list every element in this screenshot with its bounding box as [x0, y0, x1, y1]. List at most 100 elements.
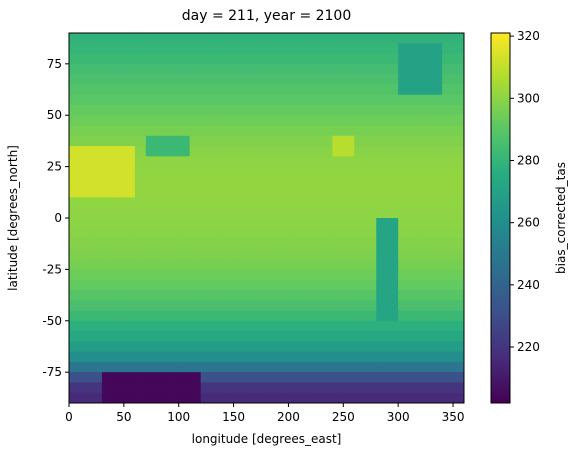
heatmap-cell [90, 361, 103, 373]
heatmap-cell [69, 351, 81, 363]
heatmap-cell [442, 382, 454, 394]
heatmap-cell [156, 53, 169, 65]
heatmap-cell [387, 331, 399, 342]
heatmap-cell [288, 63, 300, 75]
heatmap-cell [266, 74, 278, 85]
heatmap-cell [101, 269, 114, 281]
heatmap-cell [277, 382, 289, 394]
heatmap-cell [167, 135, 180, 147]
heatmap-cell [79, 104, 92, 116]
heatmap-cell [288, 218, 300, 229]
heatmap-cell [79, 320, 92, 332]
heatmap-cell [145, 351, 158, 363]
heatmap-cell [321, 74, 333, 85]
heatmap-cell [310, 115, 322, 126]
heatmap-cell [398, 269, 410, 281]
heatmap-cell [420, 341, 432, 353]
heatmap-cell [343, 166, 355, 178]
heatmap-cell [442, 279, 454, 291]
heatmap-cell [145, 269, 158, 281]
heatmap-cell [376, 135, 388, 147]
heatmap-cell [178, 43, 191, 55]
heatmap-cell [178, 238, 191, 250]
heatmap-cell [222, 104, 235, 116]
heatmap-cell [112, 269, 125, 281]
heatmap-cell [123, 176, 136, 188]
heatmap-cell [431, 331, 443, 342]
heatmap-cell [332, 320, 344, 332]
heatmap-cell [200, 84, 213, 96]
heatmap-cell [79, 176, 92, 188]
heatmap-cell [409, 115, 421, 126]
heatmap-cell [112, 351, 125, 363]
heatmap-cell [387, 300, 399, 311]
heatmap-cell [189, 207, 202, 219]
heatmap-cell [255, 289, 267, 301]
heatmap-cell [321, 115, 333, 126]
heatmap-cell [200, 259, 213, 270]
heatmap-cell [453, 259, 465, 270]
heatmap-cell [167, 238, 180, 250]
x-tick-label: 100 [167, 410, 190, 424]
heatmap-cell [442, 259, 454, 270]
heatmap-cell [354, 372, 366, 383]
heatmap-cell [453, 331, 465, 342]
heatmap-cell [79, 125, 92, 137]
heatmap-cell [156, 84, 169, 96]
heatmap-cell [431, 156, 443, 168]
heatmap-cell [277, 74, 289, 85]
heatmap-cell [145, 218, 158, 229]
heatmap-cell [310, 104, 322, 116]
heatmap-cell [112, 135, 125, 147]
heatmap-cell [189, 74, 202, 85]
heatmap-cell [277, 259, 289, 270]
heatmap-cell [387, 238, 399, 250]
heatmap-cell [442, 84, 454, 96]
heatmap-cell [255, 207, 267, 219]
heatmap-cell [244, 228, 257, 240]
y-tick-label: 0 [54, 211, 62, 225]
heatmap-cell [409, 146, 421, 157]
heatmap-cell [453, 218, 465, 229]
heatmap-cell [266, 392, 278, 404]
heatmap-cell [156, 331, 169, 342]
heatmap-cell [79, 218, 92, 229]
heatmap-cell [200, 310, 213, 322]
heatmap-cell [145, 372, 158, 383]
heatmap-cell [123, 382, 136, 394]
heatmap-cell [244, 146, 257, 157]
heatmap-cell [365, 310, 377, 322]
heatmap-cell [200, 115, 213, 126]
heatmap-cell [167, 248, 180, 260]
heatmap-cell [222, 135, 235, 147]
heatmap-cell [156, 248, 169, 260]
heatmap-cell [398, 372, 410, 383]
heatmap-cell [90, 94, 103, 106]
heatmap-cell [365, 53, 377, 65]
heatmap-cell [288, 392, 300, 404]
heatmap-cell [354, 310, 366, 322]
colorbar-label: bias_corrected_tas [554, 162, 568, 274]
heatmap-cell [288, 53, 300, 65]
heatmap-cell [90, 228, 103, 240]
y-tick-label: 25 [47, 160, 62, 174]
heatmap-cell [145, 104, 158, 116]
heatmap-cell [266, 279, 278, 291]
heatmap-cell [178, 187, 191, 198]
heatmap-cell [200, 187, 213, 198]
heatmap-cell [343, 361, 355, 373]
heatmap-cell [420, 361, 432, 373]
heatmap-cell [376, 33, 388, 44]
heatmap-cell [79, 238, 92, 250]
heatmap-cell [145, 125, 158, 137]
heatmap-cell [442, 218, 454, 229]
heatmap-cell [79, 372, 92, 383]
heatmap-cell [90, 197, 103, 209]
heatmap-cell [79, 289, 92, 301]
heatmap-cell [200, 341, 213, 353]
heatmap-cell [112, 331, 125, 342]
heatmap-cell [134, 207, 147, 219]
heatmap-cell [365, 228, 377, 240]
heatmap-cell [310, 259, 322, 270]
heatmap-cell [343, 94, 355, 106]
